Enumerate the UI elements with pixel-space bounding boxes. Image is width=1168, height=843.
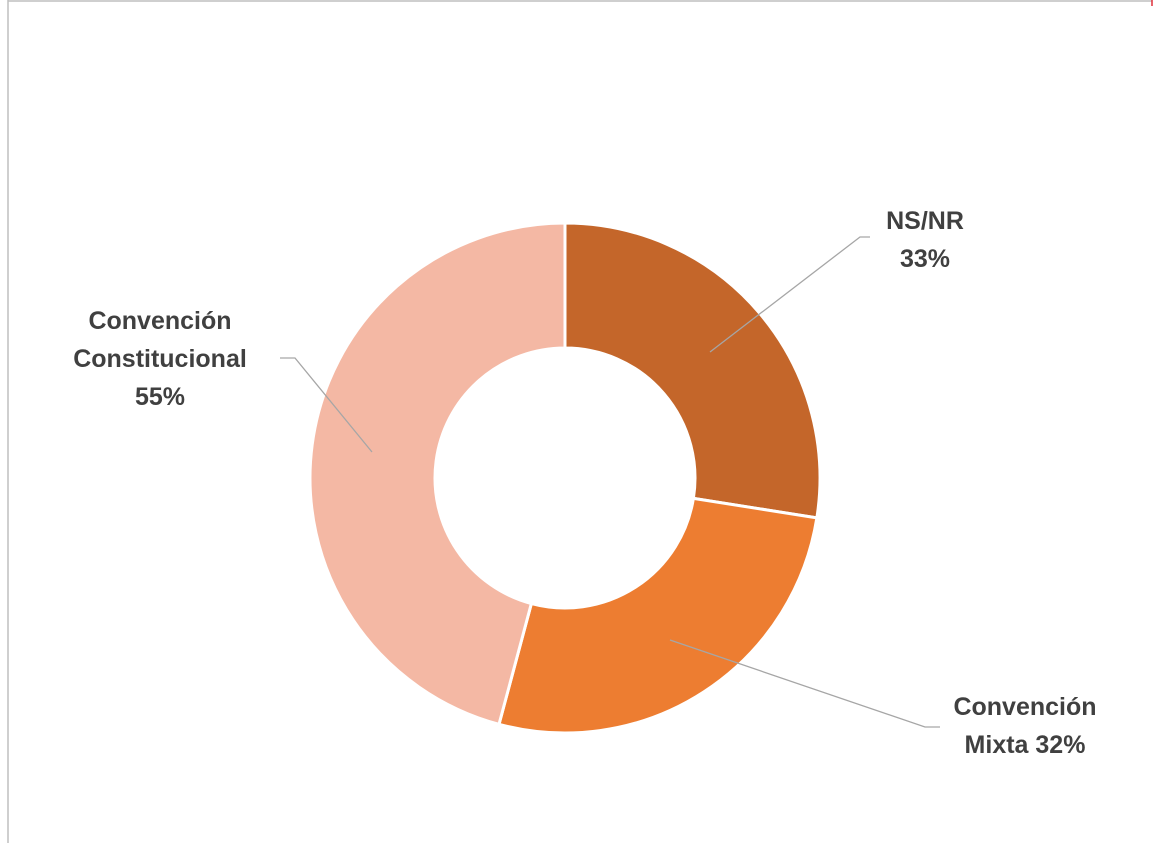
- data-label: Convención Constitucional 55%: [40, 302, 280, 416]
- value-label: 55%: [134, 383, 186, 411]
- donut-slice: [497, 496, 819, 735]
- category-label: Convención Mixta: [953, 693, 1097, 759]
- leader-line: [669, 639, 940, 728]
- donut-slice: [308, 221, 567, 727]
- category-label: NS/NR: [886, 207, 964, 235]
- leader-line: [280, 357, 373, 453]
- data-label: Convención Mixta 32%: [925, 688, 1125, 764]
- data-label: NS/NR 33%: [855, 202, 995, 278]
- donut: [308, 221, 822, 735]
- value-label: 33%: [899, 245, 951, 273]
- value-label: 32%: [1035, 731, 1086, 759]
- leader-line: [709, 236, 870, 353]
- category-label: Convención Constitucional: [73, 307, 247, 373]
- donut-slice: [563, 221, 822, 520]
